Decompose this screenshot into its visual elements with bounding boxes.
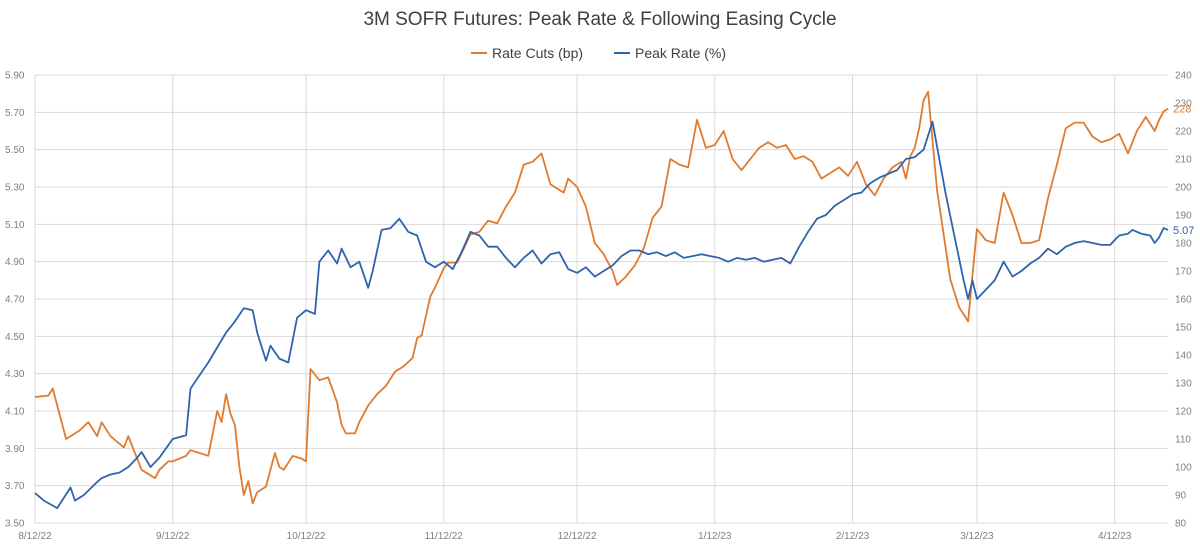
right-tick-label: 230	[1175, 99, 1192, 110]
x-tick-label: 2/12/23	[836, 531, 870, 542]
right-tick-label: 80	[1175, 519, 1187, 530]
right-tick-label: 120	[1175, 407, 1192, 418]
x-tick-label: 8/12/22	[18, 531, 52, 542]
end-labels: 228 5.07	[1173, 104, 1194, 237]
left-tick-label: 3.90	[5, 444, 25, 455]
left-tick-label: 4.90	[5, 257, 25, 268]
right-tick-label: 220	[1175, 127, 1192, 138]
rate-cuts-end-label: 228	[1173, 104, 1191, 116]
left-tick-label: 4.30	[5, 369, 25, 380]
right-tick-label: 150	[1175, 323, 1192, 334]
right-tick-label: 200	[1175, 183, 1192, 194]
gridlines	[34, 74, 1168, 524]
chart-title: 3M SOFR Futures: Peak Rate & Following E…	[363, 9, 836, 30]
x-axis: 8/12/22 9/12/22 10/12/22 11/12/22 12/12/22 1/…	[18, 531, 1131, 542]
left-tick-label: 5.90	[5, 71, 25, 82]
series	[34, 90, 1169, 510]
legend: Rate Cuts (bp) Peak Rate (%)	[471, 45, 726, 61]
left-tick-label: 5.50	[5, 145, 25, 156]
left-tick-label: 3.70	[5, 481, 25, 492]
x-tick-label: 11/12/22	[425, 531, 464, 542]
left-tick-label: 4.70	[5, 295, 25, 306]
right-tick-label: 100	[1175, 463, 1192, 474]
left-tick-label: 5.10	[5, 220, 25, 231]
left-tick-label: 5.30	[5, 183, 25, 194]
right-tick-label: 190	[1175, 211, 1192, 222]
x-tick-label: 1/12/23	[698, 531, 732, 542]
right-tick-label: 210	[1175, 155, 1192, 166]
legend-label-peak-rate: Peak Rate (%)	[635, 45, 726, 61]
x-tick-label: 4/12/23	[1098, 531, 1132, 542]
x-tick-label: 12/12/22	[558, 531, 597, 542]
right-tick-label: 170	[1175, 267, 1192, 278]
right-y-axis: 80 90 100 110 120 130 140 150 160 170 180 190 200 210…	[1175, 71, 1192, 530]
right-tick-label: 90	[1175, 491, 1187, 502]
rate-cuts-line	[34, 90, 1169, 505]
x-tick-label: 10/12/22	[287, 531, 326, 542]
right-tick-label: 130	[1175, 379, 1192, 390]
right-tick-label: 140	[1175, 351, 1192, 362]
right-tick-label: 240	[1175, 71, 1192, 82]
right-tick-label: 180	[1175, 239, 1192, 250]
x-tick-label: 3/12/23	[960, 531, 994, 542]
left-tick-label: 4.50	[5, 332, 25, 343]
left-tick-label: 3.50	[5, 519, 25, 530]
left-y-axis: 3.50 3.70 3.90 4.10 4.30 4.50 4.70 4.90 5.10 5.30…	[5, 71, 25, 530]
peak-rate-line	[34, 120, 1169, 510]
right-tick-label: 160	[1175, 295, 1192, 306]
left-tick-label: 4.10	[5, 407, 25, 418]
legend-label-rate-cuts: Rate Cuts (bp)	[492, 45, 583, 61]
x-tick-label: 9/12/22	[156, 531, 190, 542]
left-tick-label: 5.70	[5, 108, 25, 119]
peak-rate-end-label: 5.07	[1173, 225, 1194, 237]
right-tick-label: 110	[1175, 435, 1191, 446]
